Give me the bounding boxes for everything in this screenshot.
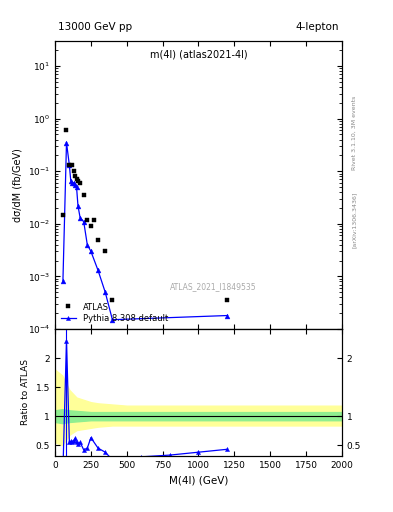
ATLAS bbox=[70, 162, 75, 168]
ATLAS bbox=[61, 211, 65, 218]
Pythia 8.308 default bbox=[61, 279, 65, 285]
ATLAS bbox=[64, 127, 69, 133]
Y-axis label: dσ/dM (fb/GeV): dσ/dM (fb/GeV) bbox=[12, 148, 22, 222]
Pythia 8.308 default bbox=[103, 289, 108, 295]
Pythia 8.308 default bbox=[71, 180, 76, 186]
Text: ATLAS_2021_I1849535: ATLAS_2021_I1849535 bbox=[169, 283, 256, 291]
ATLAS bbox=[74, 176, 79, 182]
Text: 13000 GeV pp: 13000 GeV pp bbox=[58, 23, 132, 32]
Pythia 8.308 default bbox=[70, 180, 75, 186]
Pythia 8.308 default bbox=[88, 248, 93, 254]
ATLAS bbox=[78, 180, 83, 186]
Pythia 8.308 default bbox=[74, 184, 79, 190]
Pythia 8.308 default bbox=[96, 267, 101, 273]
Text: 4-lepton: 4-lepton bbox=[296, 23, 339, 32]
Pythia 8.308 default bbox=[110, 316, 115, 323]
Line: Pythia 8.308 default: Pythia 8.308 default bbox=[61, 140, 230, 322]
Pythia 8.308 default bbox=[68, 178, 73, 184]
Pythia 8.308 default bbox=[81, 219, 86, 225]
Legend: ATLAS, Pythia 8.308 default: ATLAS, Pythia 8.308 default bbox=[59, 301, 169, 325]
X-axis label: M(4l) (GeV): M(4l) (GeV) bbox=[169, 475, 228, 485]
Line: ATLAS: ATLAS bbox=[61, 128, 230, 303]
ATLAS bbox=[75, 178, 80, 184]
Y-axis label: Ratio to ATLAS: Ratio to ATLAS bbox=[21, 359, 30, 425]
Text: [arXiv:1306.3436]: [arXiv:1306.3436] bbox=[352, 192, 357, 248]
Pythia 8.308 default bbox=[64, 140, 69, 146]
ATLAS bbox=[85, 217, 90, 223]
Text: m(4l) (atlas2021-4l): m(4l) (atlas2021-4l) bbox=[150, 50, 247, 59]
ATLAS bbox=[73, 173, 77, 179]
Pythia 8.308 default bbox=[225, 312, 230, 318]
Text: Rivet 3.1.10, 3M events: Rivet 3.1.10, 3M events bbox=[352, 96, 357, 170]
Pythia 8.308 default bbox=[73, 182, 77, 188]
ATLAS bbox=[92, 217, 97, 223]
Pythia 8.308 default bbox=[85, 242, 90, 248]
ATLAS bbox=[103, 248, 108, 254]
ATLAS bbox=[67, 162, 72, 168]
ATLAS bbox=[96, 237, 101, 243]
ATLAS bbox=[88, 223, 93, 229]
Pythia 8.308 default bbox=[75, 203, 80, 209]
ATLAS bbox=[225, 297, 230, 304]
ATLAS bbox=[81, 192, 86, 198]
ATLAS bbox=[71, 168, 76, 174]
Pythia 8.308 default bbox=[78, 215, 83, 221]
ATLAS bbox=[110, 297, 115, 304]
Pythia 8.308 default bbox=[67, 162, 72, 168]
